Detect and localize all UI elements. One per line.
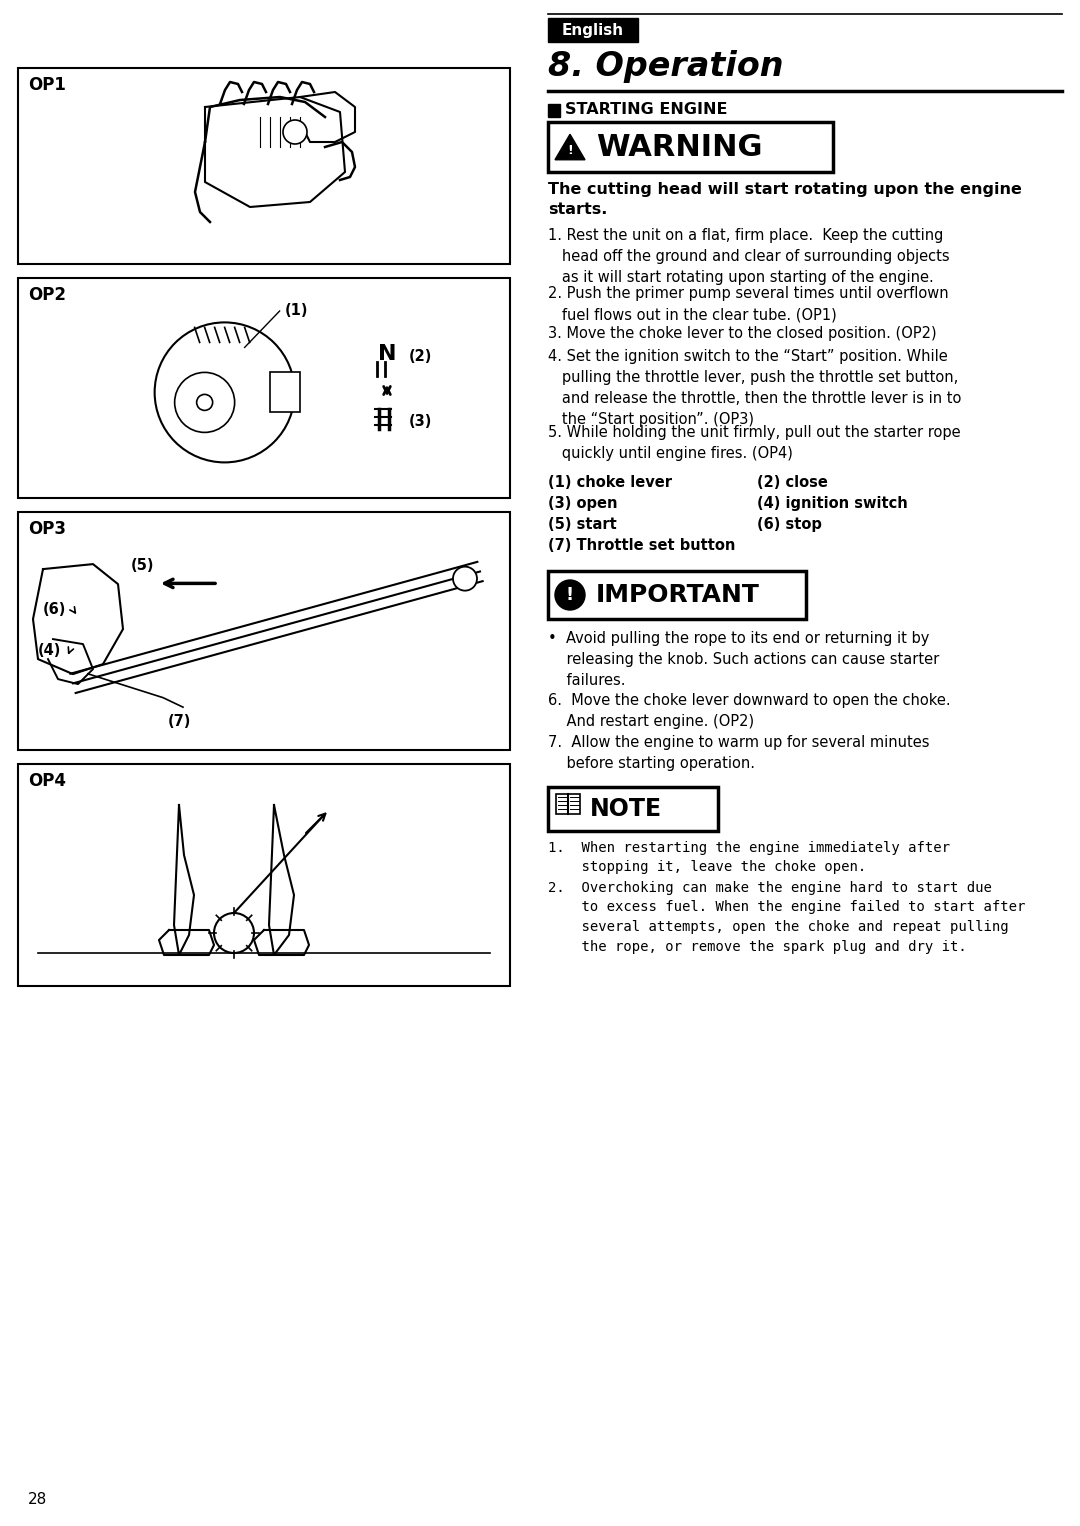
Bar: [270, 372, 299, 412]
Text: (2): (2): [409, 349, 432, 365]
Bar: [18, 765, 510, 986]
Text: 3. Move the choke lever to the closed position. (OP2): 3. Move the choke lever to the closed po…: [548, 327, 936, 340]
Text: (3) open: (3) open: [548, 496, 618, 511]
Text: (4) ignition switch: (4) ignition switch: [757, 496, 908, 511]
Text: 5. While holding the unit firmly, pull out the starter rope
   quickly until eng: 5. While holding the unit firmly, pull o…: [548, 426, 960, 461]
Polygon shape: [269, 806, 294, 955]
Bar: [548, 787, 718, 832]
Bar: [548, 18, 638, 43]
Text: WARNING: WARNING: [596, 133, 762, 162]
Text: 1.  When restarting the engine immediately after
    stopping it, leave the chok: 1. When restarting the engine immediatel…: [548, 841, 950, 874]
Polygon shape: [159, 929, 214, 955]
Text: starts.: starts.: [548, 201, 607, 217]
Circle shape: [154, 322, 295, 462]
Bar: [548, 571, 806, 620]
Text: !: !: [567, 143, 572, 157]
Bar: [18, 278, 510, 497]
Polygon shape: [555, 134, 585, 160]
Text: (3): (3): [409, 414, 432, 429]
Text: OP1: OP1: [28, 76, 66, 95]
Text: 2.  Overchoking can make the engine hard to start due
    to excess fuel. When t: 2. Overchoking can make the engine hard …: [548, 881, 1025, 954]
Text: The cutting head will start rotating upon the engine: The cutting head will start rotating upo…: [548, 182, 1022, 197]
Text: 28: 28: [28, 1492, 48, 1508]
Text: OP4: OP4: [28, 772, 66, 790]
Text: 7.  Allow the engine to warm up for several minutes
    before starting operatio: 7. Allow the engine to warm up for sever…: [548, 736, 930, 771]
Circle shape: [197, 394, 213, 410]
Text: (2) close: (2) close: [757, 475, 828, 490]
Polygon shape: [254, 929, 309, 955]
Circle shape: [453, 566, 477, 591]
Circle shape: [175, 372, 234, 432]
Text: (5): (5): [132, 559, 154, 574]
Text: (1): (1): [285, 304, 308, 317]
Polygon shape: [174, 806, 194, 955]
Bar: [548, 104, 561, 118]
Text: (4): (4): [38, 642, 62, 658]
Text: (1) choke lever: (1) choke lever: [548, 475, 672, 490]
Text: NOTE: NOTE: [590, 797, 662, 821]
Text: OP3: OP3: [28, 520, 66, 539]
Text: STARTING ENGINE: STARTING ENGINE: [565, 102, 728, 118]
Text: (6): (6): [43, 603, 66, 618]
Text: 8. Operation: 8. Operation: [548, 50, 783, 82]
Bar: [18, 69, 510, 264]
Bar: [556, 794, 568, 813]
Text: 6.  Move the choke lever downward to open the choke.
    And restart engine. (OP: 6. Move the choke lever downward to open…: [548, 693, 950, 729]
Polygon shape: [33, 565, 123, 674]
Text: English: English: [562, 23, 624, 38]
Text: OP2: OP2: [28, 285, 66, 304]
Text: (7) Throttle set button: (7) Throttle set button: [548, 539, 735, 552]
Text: 2. Push the primer pump several times until overflown
   fuel flows out in the c: 2. Push the primer pump several times un…: [548, 285, 948, 322]
Text: N: N: [378, 343, 396, 365]
Circle shape: [283, 121, 307, 143]
Text: 1. Rest the unit on a flat, firm place.  Keep the cutting
   head off the ground: 1. Rest the unit on a flat, firm place. …: [548, 227, 949, 285]
Text: •  Avoid pulling the rope to its end or returning it by
    releasing the knob. : • Avoid pulling the rope to its end or r…: [548, 630, 940, 688]
Bar: [548, 122, 833, 172]
Bar: [18, 513, 510, 749]
Text: IMPORTANT: IMPORTANT: [596, 583, 760, 607]
Text: (5) start: (5) start: [548, 517, 617, 533]
Bar: [568, 794, 580, 813]
Text: !: !: [566, 586, 575, 604]
Text: (6) stop: (6) stop: [757, 517, 822, 533]
Text: (7): (7): [168, 714, 191, 729]
Circle shape: [555, 580, 585, 610]
Circle shape: [214, 913, 254, 954]
Text: 4. Set the ignition switch to the “Start” position. While
   pulling the throttl: 4. Set the ignition switch to the “Start…: [548, 349, 961, 427]
